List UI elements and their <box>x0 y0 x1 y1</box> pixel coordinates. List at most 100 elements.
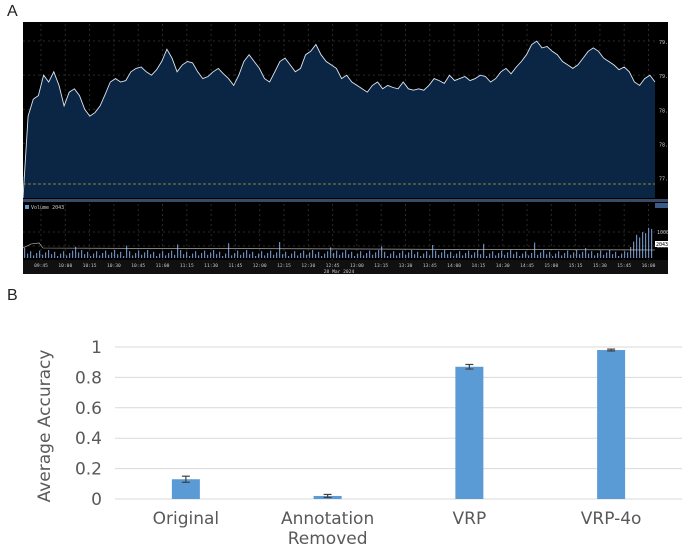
volume-bar <box>471 254 473 258</box>
volume-bar <box>426 251 428 258</box>
volume-bar <box>585 248 587 258</box>
volume-bar <box>321 256 323 258</box>
volume-bar <box>399 253 401 258</box>
volume-bar <box>162 251 164 258</box>
volume-bar <box>387 256 389 258</box>
volume-bar <box>276 252 278 258</box>
volume-bar <box>207 254 209 258</box>
time-tick-label: 12:00 <box>253 263 267 269</box>
volume-bar <box>513 254 515 258</box>
volume-bar <box>222 256 224 258</box>
volume-bar <box>444 250 446 258</box>
time-tick-label: 14:30 <box>496 263 510 269</box>
volume-bar <box>282 254 284 258</box>
volume-bar <box>84 254 86 258</box>
time-tick-label: 13:45 <box>423 263 437 269</box>
price-area <box>23 41 655 198</box>
panel-b-label: B <box>7 287 18 304</box>
volume-bar <box>81 250 83 258</box>
bar-3 <box>455 366 484 499</box>
panel-a-label: A <box>7 3 18 20</box>
volume-bar <box>468 250 470 258</box>
volume-bar <box>39 250 41 258</box>
volume-bar <box>198 255 200 258</box>
volume-bar <box>108 254 110 258</box>
volume-bar <box>519 256 521 258</box>
volume-bar <box>549 251 551 258</box>
volume-bar <box>483 243 485 258</box>
volume-bar <box>630 247 632 258</box>
volume-bar <box>93 253 95 258</box>
x-tick-label: VRP <box>453 509 487 529</box>
volume-bar <box>600 250 602 258</box>
accuracy-bar-chart: 0 0.2 0.4 0.6 0.8 1 Average Accuracy Original An… <box>0 320 685 554</box>
volume-bar <box>42 254 44 258</box>
volume-bar <box>66 255 68 258</box>
volume-bar <box>627 252 629 258</box>
volume-bar <box>189 256 191 258</box>
volume-bar <box>78 252 80 258</box>
volume-bar <box>507 252 509 258</box>
volume-bar <box>75 246 77 258</box>
volume-bar <box>510 250 512 258</box>
volume-bar <box>72 250 74 258</box>
volume-bar <box>369 250 371 258</box>
volume-bar <box>528 255 530 258</box>
volume-bar <box>318 251 320 258</box>
y-axis-label: Average Accuracy <box>35 350 55 503</box>
volume-bar <box>453 256 455 258</box>
volume-bar <box>171 250 173 258</box>
volume-bar <box>333 253 335 258</box>
volume-bar <box>402 250 404 258</box>
volume-legend-swatch <box>25 205 29 209</box>
time-tick-label: 15:00 <box>544 263 558 269</box>
price-line <box>23 40 656 199</box>
volume-bar <box>30 251 32 258</box>
volume-bar <box>342 252 344 258</box>
volume-header-badge <box>655 203 668 208</box>
volume-bar <box>474 252 476 258</box>
volume-bar <box>414 254 416 258</box>
volume-bar <box>273 254 275 258</box>
volume-bar <box>225 253 227 258</box>
volume-bar <box>228 243 230 258</box>
x-tick-label: VRP-4o <box>581 509 642 529</box>
volume-bar <box>441 252 443 258</box>
volume-bar <box>138 250 140 258</box>
time-tick-label: 15:30 <box>593 263 607 269</box>
y-tick-label: 0.8 <box>75 368 102 388</box>
volume-bar <box>576 250 578 258</box>
volume-bar <box>450 251 452 258</box>
volume-bar <box>285 251 287 258</box>
time-tick-label: 10:45 <box>131 263 145 269</box>
volume-bar <box>288 256 290 258</box>
price-terminal-chart: 79.50 79.00 78.50 78.00 77.50 Volume 2043 1000… <box>23 22 668 274</box>
y-tick-label: 0.2 <box>75 460 102 480</box>
volume-bar <box>159 253 161 258</box>
volume-bar <box>213 250 215 258</box>
volume-bar <box>390 253 392 258</box>
time-tick-label: 12:30 <box>301 263 315 269</box>
time-tick-label: 10:15 <box>83 263 97 269</box>
volume-bar <box>486 256 488 258</box>
volume-bar <box>267 253 269 258</box>
volume-bar <box>612 254 614 258</box>
volume-bar <box>537 254 539 258</box>
volume-bar <box>552 256 554 258</box>
volume-bar <box>129 251 131 258</box>
volume-bar <box>636 234 638 258</box>
time-tick-label: 10:30 <box>107 263 121 269</box>
volume-bar <box>561 255 563 258</box>
volume-bar <box>354 256 356 258</box>
volume-bar <box>597 253 599 258</box>
volume-bar <box>417 251 419 258</box>
x-tick-label: Annotation <box>281 509 374 529</box>
volume-bar <box>168 253 170 258</box>
volume-bar <box>555 253 557 258</box>
y-tick-label: 0 <box>91 490 102 510</box>
volume-bar <box>495 255 497 258</box>
volume-bar <box>480 254 482 258</box>
volume-bar <box>432 245 434 258</box>
time-tick-label: 12:15 <box>277 263 291 269</box>
volume-bar <box>69 253 71 258</box>
